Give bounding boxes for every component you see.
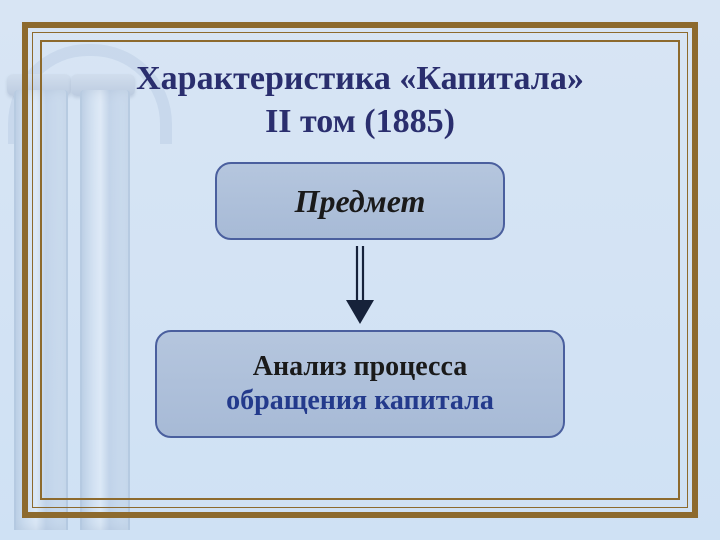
title-line-1: Характеристика «Капитала»: [136, 60, 584, 97]
node-subject: Предмет: [215, 162, 505, 240]
slide-canvas: Характеристика «Капитала» II том (1885) …: [0, 0, 720, 540]
slide-title: Характеристика «Капитала» II том (1885): [0, 58, 720, 143]
node-body-line-1: Анализ процесса: [253, 350, 468, 384]
node-body-line-2: обращения капитала: [226, 384, 494, 418]
node-subject-label: Предмет: [295, 183, 426, 220]
node-body: Анализ процесса обращения капитала: [155, 330, 565, 438]
title-line-2: II том (1885): [0, 101, 720, 144]
